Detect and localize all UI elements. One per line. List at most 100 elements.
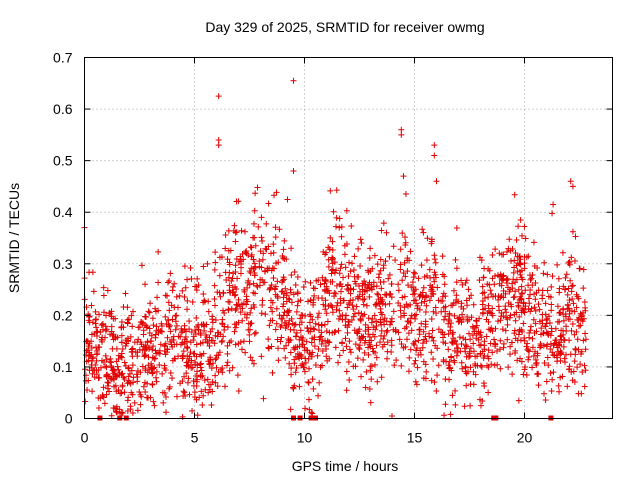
data-point [465, 286, 472, 293]
data-point [398, 341, 405, 348]
data-point [162, 366, 169, 373]
data-point [191, 350, 198, 357]
data-point [480, 309, 487, 316]
data-point [404, 336, 411, 343]
data-point [369, 315, 376, 322]
data-point [238, 346, 245, 353]
data-point [146, 309, 153, 316]
data-point [247, 244, 254, 251]
data-point [377, 256, 384, 263]
data-point [362, 384, 369, 391]
data-point [290, 167, 297, 174]
data-point [570, 300, 577, 307]
data-point [402, 239, 409, 246]
data-point [358, 373, 365, 380]
data-point [183, 344, 190, 351]
data-point [452, 338, 459, 345]
data-point [288, 245, 295, 252]
data-point [383, 291, 390, 298]
data-point [259, 238, 266, 245]
data-point [348, 223, 355, 230]
data-point [411, 290, 418, 297]
data-point [339, 339, 346, 346]
data-point [496, 273, 503, 280]
data-point [517, 295, 524, 302]
data-point [573, 328, 580, 335]
data-point [368, 319, 375, 326]
data-point [335, 327, 342, 334]
data-point [514, 268, 521, 275]
data-point [554, 358, 561, 365]
data-point [197, 373, 204, 380]
data-point [567, 178, 574, 185]
data-point [341, 242, 348, 249]
data-point [125, 377, 132, 384]
data-point [349, 296, 356, 303]
data-point [534, 371, 541, 378]
data-point [331, 269, 338, 276]
data-point [117, 353, 124, 360]
data-point [455, 298, 462, 305]
data-point [489, 349, 496, 356]
data-point [304, 298, 311, 305]
data-point [227, 289, 234, 296]
data-point [383, 329, 390, 336]
data-point [208, 337, 215, 344]
data-point [225, 306, 232, 313]
data-point [517, 256, 524, 263]
data-point [245, 251, 252, 258]
data-point [245, 320, 252, 327]
data-point [250, 289, 257, 296]
data-point [255, 223, 262, 230]
data-point [125, 364, 132, 371]
data-point [127, 403, 134, 410]
data-point [450, 357, 457, 364]
data-point [451, 312, 458, 319]
data-point [216, 349, 223, 356]
data-point [166, 307, 173, 314]
data-point [297, 315, 304, 322]
data-point [310, 325, 317, 332]
data-point [248, 244, 255, 251]
data-point [568, 369, 575, 376]
data-point [198, 367, 205, 374]
data-point [432, 342, 439, 349]
data-point [293, 308, 300, 315]
data-point [171, 280, 178, 287]
data-point [324, 318, 331, 325]
data-point [431, 252, 438, 259]
data-point [337, 288, 344, 295]
data-point [110, 405, 117, 412]
data-point [93, 324, 100, 331]
data-point [529, 335, 536, 342]
data-point [302, 355, 309, 362]
data-point [127, 370, 134, 377]
data-point [413, 311, 420, 318]
data-point [336, 307, 343, 314]
data-point [179, 287, 186, 294]
data-point [259, 256, 266, 263]
data-point [343, 312, 350, 319]
data-point [176, 292, 183, 299]
data-point [312, 361, 319, 368]
data-point [333, 214, 340, 221]
data-point [242, 349, 249, 356]
data-point [397, 246, 404, 253]
data-point [222, 232, 229, 239]
data-point [560, 283, 567, 290]
data-point [568, 283, 575, 290]
data-point [566, 297, 573, 304]
data-point [446, 317, 453, 324]
data-point [199, 401, 206, 408]
data-point [491, 273, 498, 280]
data-point [520, 320, 527, 327]
data-point [348, 316, 355, 323]
data-point [371, 361, 378, 368]
data-point [104, 379, 111, 386]
data-point [336, 215, 343, 222]
data-point [200, 392, 207, 399]
data-point [546, 320, 553, 327]
data-point [482, 305, 489, 312]
data-point [228, 277, 235, 284]
data-point [510, 276, 517, 283]
